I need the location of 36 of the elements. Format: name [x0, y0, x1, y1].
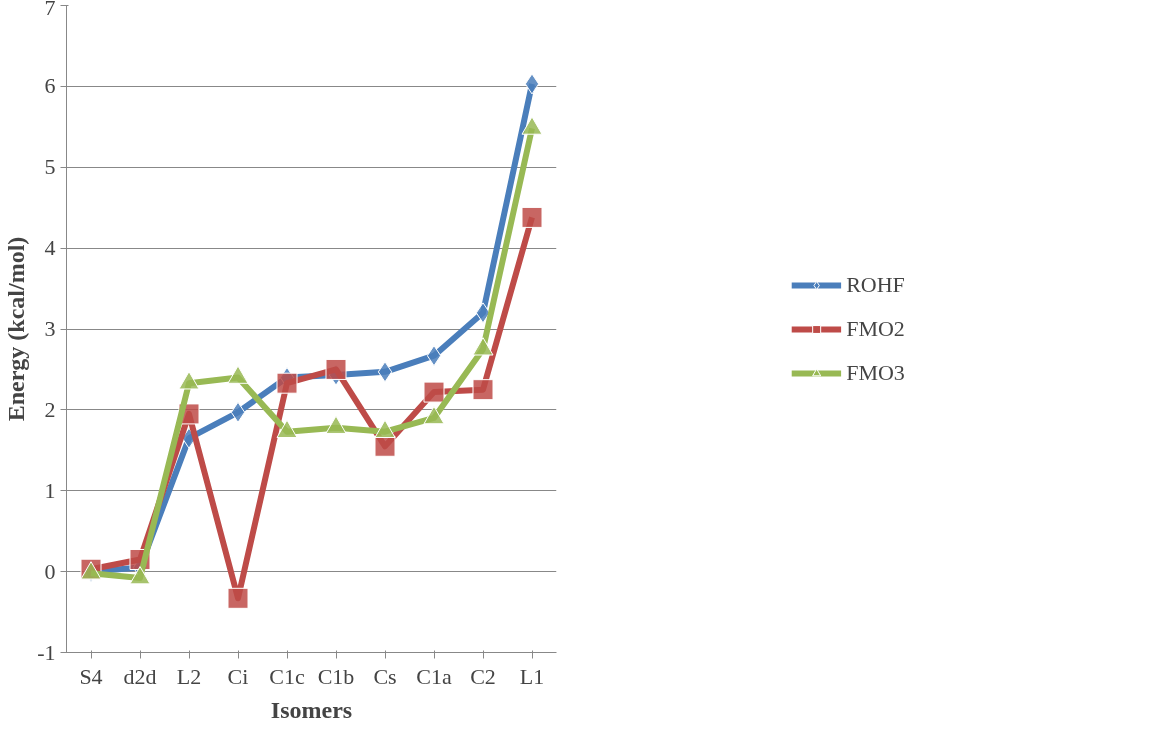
x-tick-label: C2: [470, 663, 496, 689]
y-tick-label: 0: [44, 558, 56, 584]
point: [377, 361, 393, 383]
x-tick-label: L1: [519, 663, 545, 689]
y-tick-label: 4: [44, 235, 56, 261]
point: [524, 73, 540, 95]
x-tick-label: Ci: [227, 663, 249, 689]
point: [325, 358, 347, 380]
legend-label: FMO3: [846, 359, 905, 386]
point: [423, 381, 445, 403]
y-axis-title: Energy (kcal/mol): [3, 236, 30, 422]
x-tick-label: d2d: [123, 663, 157, 689]
point: [521, 206, 543, 228]
legend-label: FMO2: [846, 315, 905, 342]
point: [374, 435, 396, 457]
x-tick-label: L2: [176, 663, 202, 689]
x-tick-label: Cs: [373, 663, 397, 689]
point: [426, 345, 442, 367]
point: [276, 372, 298, 394]
x-tick-label: C1b: [317, 663, 355, 689]
legend-label: ROHF: [846, 271, 905, 298]
point: [475, 302, 491, 324]
point: [227, 587, 249, 609]
x-tick-label: S4: [79, 663, 103, 689]
y-tick-label: 1: [44, 477, 56, 503]
y-tick-label: 5: [44, 154, 56, 180]
y-tick-label: 3: [44, 316, 56, 341]
y-tick-label: 7: [44, 0, 56, 20]
y-tick-label: -1: [37, 639, 56, 665]
y-tick-label: 6: [44, 73, 56, 99]
x-tick-label: C1a: [416, 663, 452, 689]
point: [472, 379, 494, 401]
y-tick-label: 2: [44, 396, 56, 422]
x-axis-title: Isomers: [270, 696, 353, 723]
point: [230, 401, 246, 423]
x-tick-label: C1c: [269, 663, 305, 689]
